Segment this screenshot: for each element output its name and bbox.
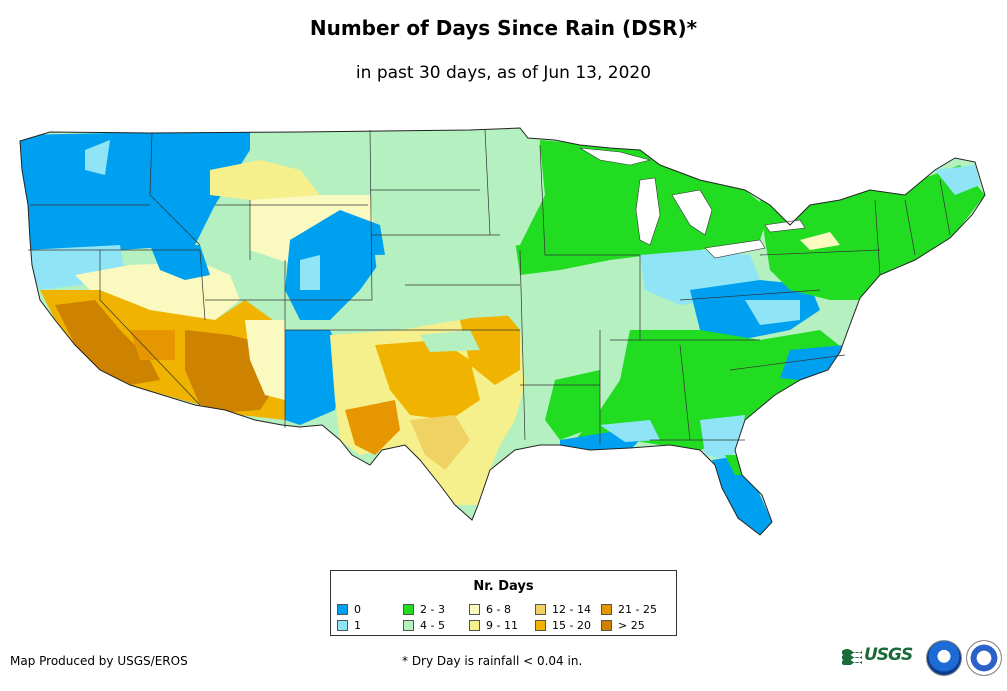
- legend-item: 12 - 14: [535, 601, 601, 617]
- usgs-logo-text: USGS: [864, 645, 913, 665]
- dsr-color-layer: [20, 128, 985, 535]
- dry-day-footnote: * Dry Day is rainfall < 0.04 in.: [402, 654, 583, 668]
- usgs-logo: USGS: [842, 642, 920, 668]
- legend-item: 6 - 8: [469, 601, 535, 617]
- map-title: Number of Days Since Rain (DSR)*: [309, 16, 698, 40]
- legend-item: 9 - 11: [469, 617, 535, 633]
- noaa-logo-icon: [926, 640, 962, 676]
- legend-item: 1: [337, 617, 403, 633]
- legend-item: 2 - 3: [403, 601, 469, 617]
- legend-swatch: [601, 603, 612, 615]
- legend-item: 0: [337, 601, 403, 617]
- legend-swatch: [337, 619, 348, 631]
- legend-label: 15 - 20: [552, 618, 591, 632]
- legend-label: 1: [354, 618, 361, 632]
- map-credit: Map Produced by USGS/EROS: [10, 654, 188, 668]
- legend-swatch: [535, 619, 546, 631]
- nws-logo-icon: [966, 640, 1002, 676]
- legend-item: 21 - 25: [601, 601, 667, 617]
- agency-logos: USGS: [842, 638, 1002, 678]
- legend-label: 0: [354, 602, 361, 616]
- legend-swatch: [469, 603, 480, 615]
- state-boundaries: [28, 129, 951, 445]
- legend-swatch: [403, 619, 414, 631]
- legend-label: 9 - 11: [486, 618, 518, 632]
- legend-item: 4 - 5: [403, 617, 469, 633]
- legend-swatch: [403, 603, 414, 615]
- legend-label: 2 - 3: [420, 602, 445, 616]
- legend-item: 15 - 20: [535, 617, 601, 633]
- legend-swatch: [601, 619, 612, 631]
- legend-label: 4 - 5: [420, 618, 445, 632]
- legend-label: 6 - 8: [486, 602, 511, 616]
- legend-swatch: [535, 603, 546, 615]
- legend-label: 21 - 25: [618, 602, 657, 616]
- legend-items: 0 2 - 3 6 - 8 12 - 14 21 - 25 1 4 - 5 9 - 11 15 …: [337, 601, 671, 633]
- great-lakes: [579, 147, 806, 259]
- legend-item: > 25: [601, 617, 667, 633]
- legend-label: 12 - 14: [552, 602, 591, 616]
- us-dsr-map: [19, 127, 986, 536]
- legend-title: Nr. Days: [473, 579, 534, 594]
- usgs-logo-icon: [842, 649, 862, 665]
- legend-swatch: [469, 619, 480, 631]
- map-subtitle: in past 30 days, as of Jun 13, 2020: [355, 63, 652, 83]
- us-outline: [19, 127, 986, 536]
- legend-label: > 25: [618, 618, 645, 632]
- legend-swatch: [337, 603, 348, 615]
- map-legend: Nr. Days 0 2 - 3 6 - 8 12 - 14 21 - 25 1 4 - 5…: [330, 570, 677, 636]
